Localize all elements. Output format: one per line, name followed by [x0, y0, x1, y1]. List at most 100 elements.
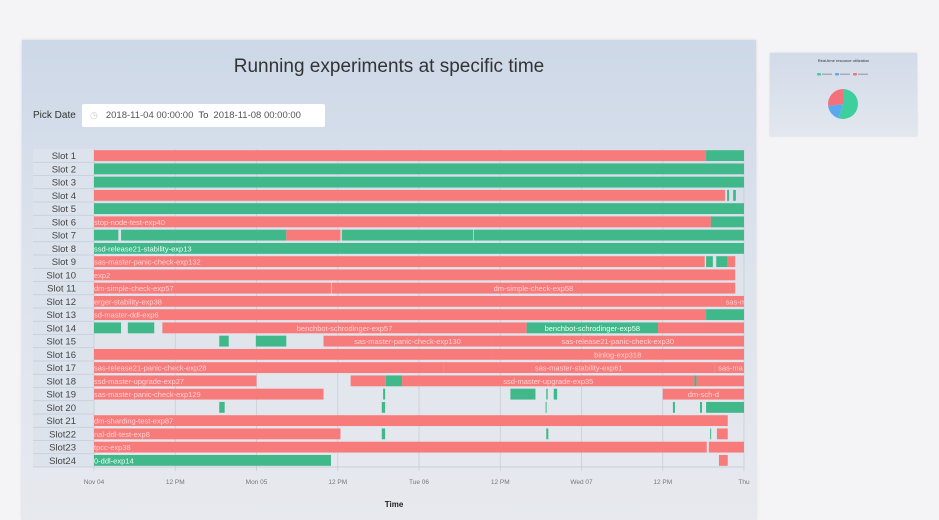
- experiment-bar[interactable]: [67, 163, 756, 175]
- experiment-bar[interactable]: [727, 256, 736, 268]
- experiment-bar[interactable]: [699, 401, 703, 413]
- date-to[interactable]: 2018-11-08 00:00:00: [213, 110, 301, 121]
- experiment-bar[interactable]: [727, 189, 730, 201]
- experiment-bar[interactable]: [706, 256, 713, 268]
- experiment-bar[interactable]: [162, 322, 527, 334]
- experiment-label: erger-stability-exp38: [94, 297, 162, 306]
- experiment-bar[interactable]: [67, 375, 257, 387]
- experiment-label: binlog-exp318: [594, 350, 641, 359]
- experiment-bar[interactable]: [694, 375, 697, 387]
- experiment-bar[interactable]: [696, 375, 756, 387]
- experiment-bar[interactable]: [710, 428, 712, 440]
- experiment-label: dm-sch-d: [688, 390, 719, 399]
- experiment-bar[interactable]: [286, 229, 341, 241]
- experiment-bar[interactable]: [716, 428, 728, 440]
- experiment-bar[interactable]: [67, 309, 707, 321]
- experiment-bar[interactable]: [473, 229, 756, 241]
- experiment-bar[interactable]: [443, 362, 715, 374]
- slot-label: Slot 6: [52, 217, 76, 228]
- experiment-bar[interactable]: [67, 242, 756, 254]
- experiment-bar[interactable]: [67, 362, 444, 374]
- experiment-bar[interactable]: [219, 335, 229, 347]
- experiment-bar[interactable]: [718, 454, 728, 466]
- experiment-bar[interactable]: [67, 282, 331, 294]
- experiment-bar[interactable]: [546, 388, 548, 400]
- x-tick-label: 12 PM: [491, 479, 510, 486]
- experiment-bar[interactable]: [706, 309, 756, 321]
- experiment-bar[interactable]: [127, 322, 155, 334]
- experiment-bar[interactable]: [546, 428, 549, 440]
- experiment-label: 0-ddl-exp14: [94, 456, 134, 465]
- x-tick-label: Thu: [738, 479, 750, 486]
- experiment-bar[interactable]: [491, 335, 756, 347]
- experiment-bar[interactable]: [331, 282, 736, 294]
- legend-text: [858, 73, 868, 75]
- experiment-bar[interactable]: [672, 401, 675, 413]
- experiment-bar[interactable]: [706, 401, 756, 413]
- experiment-label: sas-ma: [718, 364, 743, 373]
- experiment-label: sas-master-stability-exp61: [535, 364, 623, 373]
- experiment-bar[interactable]: [510, 388, 536, 400]
- slot-label: Slot 1: [52, 151, 76, 162]
- experiment-bar[interactable]: [716, 256, 728, 268]
- x-tick-label: 12 PM: [653, 479, 672, 486]
- experiment-bar[interactable]: [383, 388, 386, 400]
- experiment-bar[interactable]: [67, 428, 341, 440]
- experiment-bar[interactable]: [219, 401, 225, 413]
- experiment-bar[interactable]: [67, 415, 728, 427]
- experiment-bar[interactable]: [381, 428, 386, 440]
- slot-label: Slot 4: [52, 191, 76, 202]
- experiment-bar[interactable]: [67, 269, 736, 281]
- experiment-bar[interactable]: [491, 348, 756, 360]
- experiment-bar[interactable]: [710, 216, 756, 228]
- experiment-label: dm-sharding-test-exp87: [94, 417, 173, 426]
- experiment-bar[interactable]: [350, 375, 386, 387]
- slot-label: Slot 9: [52, 257, 76, 268]
- date-from[interactable]: 2018-11-04 00:00:00: [105, 110, 194, 121]
- experiment-bar[interactable]: [67, 441, 707, 453]
- experiment-bar[interactable]: [67, 348, 492, 360]
- experiment-bar[interactable]: [385, 375, 403, 387]
- slot-label: Slot 13: [46, 310, 76, 321]
- date-range-picker[interactable]: ◷ 2018-11-04 00:00:00 To 2018-11-08 00:0…: [82, 104, 325, 127]
- experiment-bar[interactable]: [545, 401, 547, 413]
- experiment-bar[interactable]: [721, 295, 756, 307]
- slot-label: Slot23: [49, 443, 76, 454]
- experiment-bar[interactable]: [526, 322, 659, 334]
- experiment-bar[interactable]: [67, 176, 756, 188]
- slot-label: Slot 18: [46, 376, 76, 387]
- x-tick-label: Mon 05: [246, 479, 268, 486]
- experiment-bar[interactable]: [121, 229, 287, 241]
- experiment-bar[interactable]: [708, 441, 756, 453]
- experiment-bar[interactable]: [67, 256, 705, 268]
- experiment-label: sas-master-panic-check-exp129: [94, 390, 201, 399]
- experiment-bar[interactable]: [658, 322, 756, 334]
- experiment-label: nal-ddl-test-exp8: [94, 430, 150, 439]
- pie-slice: [828, 89, 843, 106]
- experiment-bar[interactable]: [67, 454, 331, 466]
- experiment-bar[interactable]: [662, 388, 756, 400]
- experiment-bar[interactable]: [67, 189, 726, 201]
- experiment-bar[interactable]: [733, 189, 736, 201]
- experiment-bar[interactable]: [67, 295, 722, 307]
- experiment-bar[interactable]: [381, 401, 386, 413]
- experiment-bar[interactable]: [67, 216, 711, 228]
- experiment-bar[interactable]: [714, 362, 756, 374]
- slot-label: Slot22: [49, 429, 76, 440]
- experiment-bar[interactable]: [553, 388, 558, 400]
- experiment-bar[interactable]: [67, 150, 707, 162]
- experiment-bar[interactable]: [67, 322, 122, 334]
- slot-label: Slot 14: [46, 323, 76, 334]
- experiment-bar[interactable]: [67, 388, 324, 400]
- experiment-bar[interactable]: [67, 229, 119, 241]
- resource-utilization-thumbnail[interactable]: Real-time resource utilization: [770, 53, 917, 136]
- experiment-bar[interactable]: [706, 150, 756, 162]
- slot-label: Slot 15: [46, 337, 76, 348]
- experiment-bar[interactable]: [402, 375, 695, 387]
- legend-swatch: [853, 73, 857, 76]
- experiment-bar[interactable]: [67, 203, 756, 215]
- experiment-bar[interactable]: [341, 229, 474, 241]
- experiment-bar[interactable]: [323, 335, 492, 347]
- pie-slice: [838, 89, 858, 119]
- experiment-bar[interactable]: [255, 335, 287, 347]
